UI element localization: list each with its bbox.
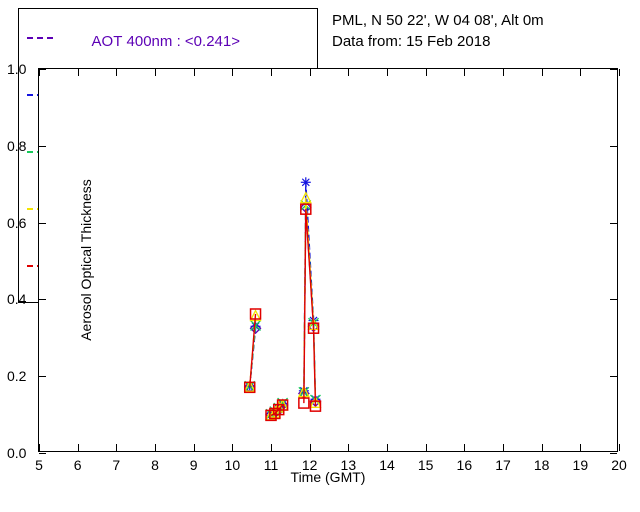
xtick-label-13: 13 (341, 457, 357, 473)
xtick-label-5: 5 (35, 457, 43, 473)
data-series-svg (39, 69, 619, 453)
xtick-label-10: 10 (225, 457, 241, 473)
xtick-label-9: 9 (190, 457, 198, 473)
data-point-marker (301, 177, 311, 187)
xtick-label-17: 17 (495, 457, 511, 473)
ytick-label-0.2: 0.2 (7, 368, 26, 384)
ytick-label-0.4: 0.4 (7, 291, 26, 307)
chart-container: AOT 400nm : <0.241> AOT 500nm : <0.242> … (0, 0, 640, 512)
ytick-mark (39, 453, 46, 454)
ytick-mark-right (610, 453, 617, 454)
xtick-label-15: 15 (418, 457, 434, 473)
ytick-label-0.8: 0.8 (7, 138, 26, 154)
xtick-mark (619, 69, 620, 76)
xtick-label-19: 19 (573, 457, 589, 473)
xtick-label-12: 12 (302, 457, 318, 473)
xtick-label-16: 16 (457, 457, 473, 473)
location-text: PML, N 50 22', W 04 08', Alt 0m (332, 10, 544, 31)
legend-line-400 (27, 37, 53, 39)
header-info: PML, N 50 22', W 04 08', Alt 0m Data fro… (332, 10, 544, 52)
ytick-label-1: 1.0 (7, 61, 26, 77)
xtick-label-20: 20 (611, 457, 627, 473)
ytick-label-0.6: 0.6 (7, 215, 26, 231)
plot-area: Aerosol Optical Thickness Time (GMT) 0.0… (38, 68, 618, 452)
data-line-AOT-1020nm (304, 209, 316, 406)
ytick-label-0: 0.0 (7, 445, 26, 461)
xtick-label-18: 18 (534, 457, 550, 473)
xtick-label-6: 6 (74, 457, 82, 473)
data-line-AOT-1020nm (250, 314, 256, 387)
xtick-label-11: 11 (264, 457, 279, 473)
xtick-label-14: 14 (379, 457, 395, 473)
data-from-text: Data from: 15 Feb 2018 (332, 31, 544, 52)
legend-row-400: AOT 400nm : <0.241> (27, 13, 309, 70)
xtick-mark-bottom (619, 444, 620, 451)
xtick-label-7: 7 (112, 457, 120, 473)
xtick-label-8: 8 (151, 457, 159, 473)
legend-text-400: AOT 400nm : <0.241> (59, 13, 240, 70)
